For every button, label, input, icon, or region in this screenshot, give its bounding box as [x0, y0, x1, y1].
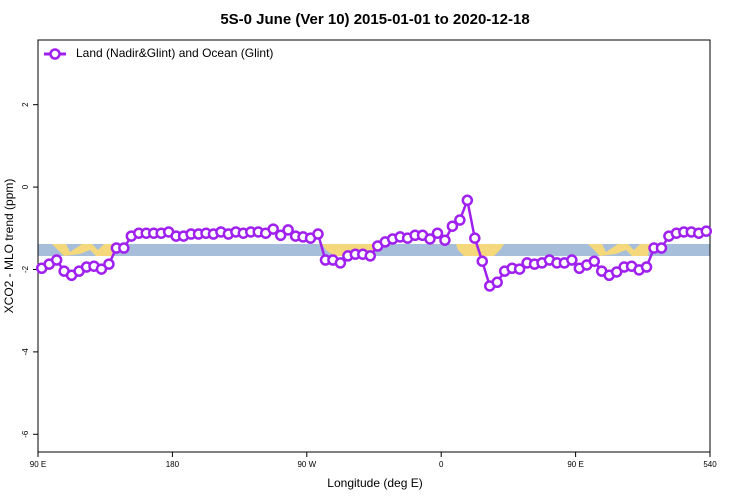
data-point	[103, 258, 115, 270]
data-point	[513, 263, 526, 275]
plot-frame	[37, 39, 711, 453]
data-point	[588, 255, 601, 267]
chart-title: 5S-0 June (Ver 10) 2015-01-01 to 2020-12…	[220, 11, 529, 28]
data-point	[50, 254, 63, 266]
legend-marker	[49, 48, 61, 60]
land-patch	[52, 244, 114, 256]
land-patch	[588, 244, 650, 256]
y-tick-label: -2	[21, 265, 30, 273]
y-tick-label: -6	[21, 430, 30, 438]
y-axis-label: XCO2 - MLO trend (ppm)	[2, 179, 16, 314]
x-tick-label: 540	[703, 460, 717, 469]
data-point	[454, 214, 466, 226]
data-point	[640, 261, 653, 273]
data-point	[700, 225, 713, 237]
data-point	[424, 233, 436, 245]
data-point	[312, 228, 324, 240]
land-patch	[456, 244, 504, 256]
y-tick-label: 0	[21, 184, 30, 189]
x-tick-label: 90 E	[30, 460, 46, 469]
y-tick-label: -4	[21, 348, 30, 356]
x-axis-label: Longitude (deg E)	[327, 476, 422, 490]
y-tick-label: 2	[21, 102, 30, 107]
data-point	[566, 254, 578, 266]
data-point	[274, 229, 287, 242]
data-point	[282, 224, 294, 236]
data-point	[491, 276, 503, 289]
x-tick-label: 90 W	[297, 460, 316, 469]
data-point	[118, 242, 130, 254]
data-point	[461, 194, 474, 207]
x-tick-label: 0	[439, 460, 444, 469]
data-point	[610, 266, 623, 278]
data-point	[364, 250, 377, 262]
data-point	[469, 232, 481, 244]
data-point	[95, 263, 108, 275]
x-tick-label: 180	[166, 460, 180, 469]
data-point	[439, 234, 451, 246]
legend: Land (Nadir&Glint) and Ocean (Glint)	[44, 46, 273, 60]
data-point	[446, 220, 459, 232]
data-point	[431, 227, 444, 239]
legend-label: Land (Nadir&Glint) and Ocean (Glint)	[76, 46, 273, 60]
data-point	[655, 242, 668, 254]
data-point	[267, 223, 279, 235]
x-tick-label: 90 E	[567, 460, 583, 469]
data-point	[476, 255, 489, 267]
data-point	[334, 257, 347, 269]
